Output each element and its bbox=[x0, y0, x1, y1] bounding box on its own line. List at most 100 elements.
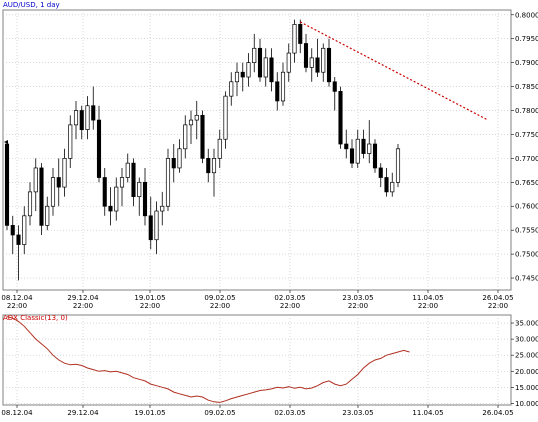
candle-body bbox=[395, 148, 401, 183]
candle-body bbox=[257, 47, 263, 78]
x-tick-time: 22:00 bbox=[7, 302, 27, 310]
candle-body bbox=[108, 205, 113, 212]
candle bbox=[309, 48, 314, 82]
candle-body bbox=[286, 52, 291, 73]
candle bbox=[257, 38, 263, 82]
y-tick-label: 0.7850 bbox=[515, 83, 538, 91]
candle bbox=[165, 148, 171, 212]
candle bbox=[200, 110, 205, 164]
y-tick-label: 0.7450 bbox=[515, 275, 538, 283]
candle bbox=[298, 19, 303, 54]
candle-body bbox=[85, 105, 90, 131]
candle-body bbox=[137, 181, 142, 198]
candle-body bbox=[292, 24, 297, 54]
candle-body bbox=[194, 114, 199, 121]
candle-body bbox=[298, 24, 303, 44]
adx-x-tick-label: 11.04.05 bbox=[412, 409, 443, 417]
candle-body bbox=[229, 81, 234, 97]
candle-body bbox=[378, 167, 383, 178]
candle bbox=[131, 158, 136, 207]
candle-body bbox=[234, 71, 240, 83]
candle bbox=[361, 129, 366, 159]
candle-body bbox=[45, 205, 50, 226]
candle bbox=[16, 225, 21, 281]
candle bbox=[183, 115, 188, 159]
candle bbox=[269, 48, 274, 92]
candle bbox=[211, 148, 217, 197]
x-tick-date: 19.01.05 bbox=[134, 294, 165, 302]
candle bbox=[378, 163, 383, 188]
candle bbox=[275, 72, 280, 111]
candle-body bbox=[275, 81, 280, 102]
adx-x-tick-label: 08.12.04 bbox=[1, 409, 33, 417]
candle-body bbox=[165, 158, 171, 207]
candle-body bbox=[27, 191, 33, 217]
candle-body bbox=[10, 225, 15, 236]
candle-body bbox=[142, 181, 148, 217]
candle bbox=[62, 148, 67, 197]
x-tick-date: 11.04.05 bbox=[412, 294, 443, 302]
main-chart-title: AUD/USD, 1 day bbox=[3, 1, 60, 9]
x-tick-time: 22:00 bbox=[348, 302, 368, 310]
y-tick-label: 0.7500 bbox=[515, 251, 538, 259]
candle bbox=[280, 62, 286, 106]
candle-body bbox=[367, 143, 372, 154]
price-plot-area bbox=[2, 9, 512, 291]
candle bbox=[194, 100, 199, 140]
adx-x-tick-label: 09.02.05 bbox=[204, 409, 235, 417]
candle bbox=[395, 144, 401, 188]
candle bbox=[384, 167, 389, 197]
candle bbox=[171, 144, 176, 183]
candle bbox=[263, 48, 268, 87]
price-chart-panel[interactable]: 0.8000 0.7950 0.7900 0.7850 0.7800 0.7750 0.77… bbox=[0, 0, 538, 310]
candle bbox=[229, 72, 234, 106]
candle-body bbox=[171, 158, 176, 169]
price-marker-icon bbox=[4, 140, 8, 144]
candle bbox=[367, 120, 372, 164]
trendline bbox=[299, 21, 489, 121]
y-tick-label: 0.8000 bbox=[515, 11, 538, 19]
candle bbox=[390, 172, 395, 197]
candle-body bbox=[56, 177, 61, 188]
candle-body bbox=[68, 124, 73, 159]
candle bbox=[223, 91, 228, 149]
candle-body bbox=[390, 181, 395, 193]
adx-x-tick-label: 02.03.05 bbox=[274, 409, 305, 417]
candle-body bbox=[154, 210, 159, 241]
candle-body bbox=[188, 119, 194, 126]
candle bbox=[349, 139, 355, 168]
candle-body bbox=[102, 177, 107, 207]
candle bbox=[217, 129, 222, 168]
y-tick-label: 0.7800 bbox=[515, 107, 538, 115]
candle-body bbox=[223, 95, 228, 140]
candle bbox=[372, 139, 378, 173]
candle-body bbox=[384, 177, 389, 193]
candle-body bbox=[79, 110, 84, 131]
candle bbox=[142, 167, 148, 226]
x-tick-time: 22:00 bbox=[210, 302, 230, 310]
candle bbox=[252, 33, 257, 73]
candle-body bbox=[33, 167, 38, 193]
candle bbox=[108, 187, 113, 226]
adx-x-tick-label: 26.04.05 bbox=[482, 409, 513, 417]
candle-body bbox=[338, 91, 343, 145]
candle bbox=[160, 191, 165, 226]
candle-body bbox=[321, 47, 326, 73]
x-tick-time: 22:00 bbox=[73, 302, 93, 310]
candle bbox=[91, 86, 96, 130]
x-tick-date: 26.04.05 bbox=[482, 294, 513, 302]
y-tick-label: 0.7650 bbox=[515, 179, 538, 187]
x-tick-date: 08.12.04 bbox=[1, 294, 33, 302]
candle-body bbox=[280, 71, 286, 102]
x-tick-date: 23.03.05 bbox=[342, 294, 373, 302]
candle-body bbox=[91, 105, 96, 121]
candle bbox=[315, 38, 320, 78]
candle-body bbox=[269, 57, 274, 83]
candle bbox=[27, 182, 33, 226]
x-tick-time: 22:00 bbox=[418, 302, 438, 310]
candle bbox=[96, 105, 102, 183]
candle bbox=[240, 62, 245, 92]
